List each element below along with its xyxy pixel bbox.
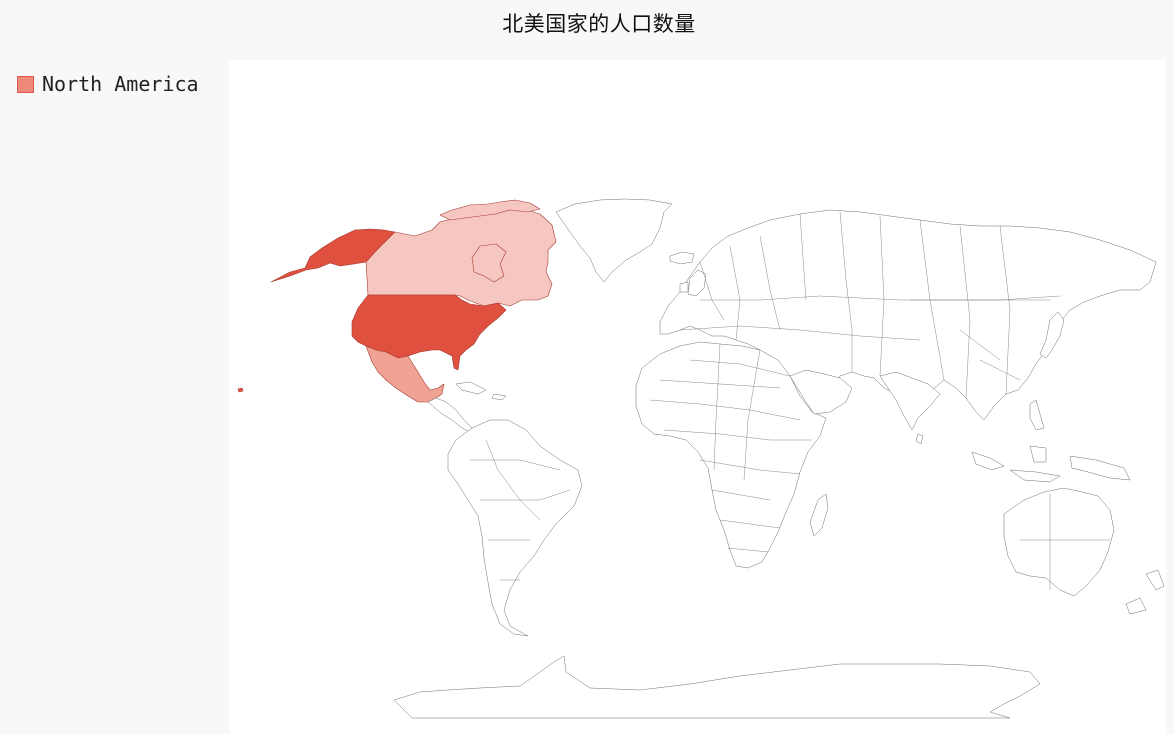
country-borders [470, 211, 1110, 590]
page-title: 北美国家的人口数量 [502, 12, 696, 36]
legend-label-north-america: North America [42, 72, 199, 96]
country-ph [1029, 399, 1045, 431]
country-mg [809, 493, 829, 537]
region-arabia [789, 369, 853, 415]
country-in [879, 371, 941, 431]
country-ca-arctic[interactable] [439, 199, 541, 221]
country-mx[interactable] [365, 345, 445, 403]
country-au [1003, 487, 1115, 597]
legend[interactable]: North America [17, 72, 199, 96]
world-map [237, 198, 1165, 719]
region-south-america [447, 419, 583, 637]
country-jp [1039, 311, 1065, 359]
region-caribbean [455, 381, 507, 401]
region-antarctica [393, 655, 1041, 719]
region-africa [635, 341, 827, 569]
region-indonesia [971, 445, 1131, 483]
country-us[interactable] [351, 294, 507, 371]
country-ca[interactable] [365, 205, 557, 307]
country-gl [555, 198, 673, 283]
map-plot-area [229, 60, 1166, 734]
country-is [669, 251, 695, 265]
country-gb [679, 269, 707, 297]
legend-swatch-north-america [17, 75, 34, 93]
region-central-america [427, 397, 473, 433]
country-lk [915, 433, 924, 445]
country-nz [1125, 569, 1165, 615]
country-us-hawaii[interactable] [237, 387, 244, 393]
